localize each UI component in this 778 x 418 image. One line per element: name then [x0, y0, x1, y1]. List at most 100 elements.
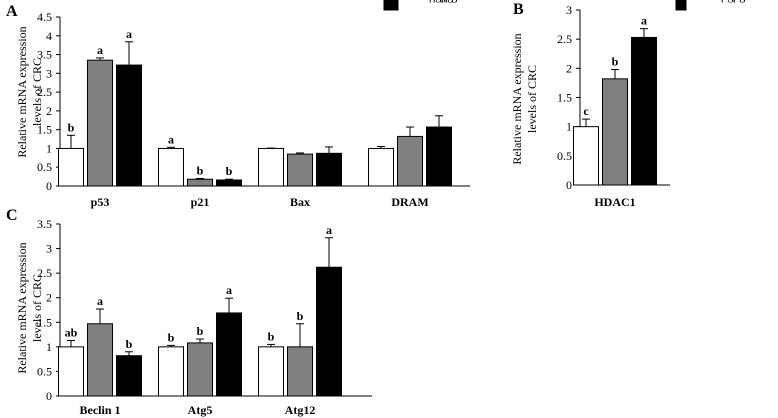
panel-a-bar-dram-cis-400-g-ml [426, 126, 452, 187]
panel-b-bar-hdac1-cis-400-g-ml [631, 36, 657, 186]
panel-c-y-tick-label: 3 [46, 242, 52, 256]
panel-a-bar-dram-cis-0-g-ml [368, 147, 394, 187]
panel-c-legend-label-cis-0-g-ml: Cis+0 μg/mL [397, 0, 461, 3]
panel-a-significance-letter: a [168, 132, 174, 146]
panel-b: B 0 0.5 1 1.5 2 2.5 3 Relative mRNA expressionle… [510, 0, 765, 209]
panel-a-bar-bax-cis-200-g-ml [287, 153, 313, 187]
panel-c-category-label-atg12: Atg12 [285, 403, 316, 417]
panel-c-bar-beclin-1-cis-200-g-ml [87, 323, 113, 397]
panel-a-bar-bax-cis-0-g-ml [258, 147, 284, 187]
panel-c-category-label-atg5: Atg5 [188, 403, 213, 417]
panel-a-bar-p53-cis-200-g-ml [87, 59, 113, 187]
panel-b-y-tick-label: 0 [566, 178, 572, 192]
panel-b-y-tick-label: 3 [566, 3, 572, 17]
panel-c-bar-atg5-cis-0-g-ml [158, 346, 184, 397]
panel-c-y-tick-label: 2.5 [37, 266, 52, 280]
panel-a-y-tick-label: 2.5 [37, 85, 52, 99]
panel-b-label: B [513, 1, 524, 18]
panel-c-significance-letter: b [126, 337, 133, 351]
panel-a-significance-letter: b [226, 164, 233, 178]
panel-b-y-tick-label: 1.5 [557, 91, 572, 105]
panel-c-bar-atg12-cis-200-g-ml [287, 346, 313, 397]
panel-b-significance-letter: c [583, 104, 589, 118]
panel-c-legend-label-cis-200-g-ml: Cis+200 μg/mL [397, 0, 473, 3]
panel-b-bar-hdac1-cis-200-g-ml [602, 78, 628, 186]
panel-c-y-tick-label: 1 [46, 340, 52, 354]
panel-b-y-tick-label: 2.5 [557, 32, 572, 46]
panel-c-significance-letter: b [168, 330, 175, 344]
panel-a-y-tick-label: 3 [46, 66, 52, 80]
panel-a-y-tick-label: 0.5 [37, 160, 52, 174]
panel-b-y-axis-label: Relative mRNA expressionlevels of CRC [510, 33, 539, 164]
panel-a-bar-p53-cis-400-g-ml [116, 64, 142, 187]
panel-b-y-axis-label-line: Relative mRNA expression [510, 33, 524, 164]
panel-b-bar-hdac1-cis-0-g-ml [573, 126, 599, 186]
panel-a-significance-letter: b [197, 163, 204, 177]
panel-b-significance-letter: b [612, 55, 619, 69]
panel-c-significance-letter: a [226, 283, 232, 297]
panel-a-bar-dram-cis-200-g-ml [397, 135, 423, 187]
panel-c-significance-letter: a [97, 294, 103, 308]
panel-a-bar-p21-cis-200-g-ml [187, 178, 213, 187]
panel-a-significance-letter: a [126, 27, 132, 41]
panel-a-category-label-bax: Bax [290, 195, 310, 209]
panel-b-legend-label-cis-200-g-ml: Cis+200 μg/mL [689, 0, 765, 3]
panel-a-legend-label-cis-200-g-ml: Cis+200 μg/mL [401, 0, 477, 3]
panel-b-y-tick-label: 2 [566, 61, 572, 75]
panel-c-y-tick-label: 2 [46, 291, 52, 305]
panel-c-significance-letter: b [297, 309, 304, 323]
panel-c-y-tick-label: 3.5 [37, 217, 52, 231]
panel-c-bar-beclin-1-cis-0-g-ml [58, 346, 84, 397]
panel-c-significance-letter: a [326, 223, 332, 237]
panel-a-y-axis-label-line: Relative mRNA expression [15, 26, 29, 157]
panel-b-y-tick-label: 0.5 [557, 149, 572, 163]
panel-a-legend-label-cis-400-g-ml: Cis+400 μg/mL [401, 0, 477, 3]
panel-c-significance-letter: b [197, 324, 204, 338]
panel-c-bar-atg12-cis-400-g-ml [316, 266, 342, 397]
panel-a-y-tick-label: 3.5 [37, 48, 52, 62]
panel-a-y-axis-label-line: levels of CRC [30, 58, 44, 126]
panel-c-y-axis-label: Relative mRNA expressionlevels of CRC [15, 242, 44, 373]
panel-c-legend-swatch-cis-400-g-ml [383, 0, 395, 11]
panel-a-bar-p21-cis-400-g-ml [216, 179, 242, 187]
panel-a-category-label-dram: DRAM [391, 195, 428, 209]
panel-a-bar-p21-cis-0-g-ml [158, 147, 184, 187]
panel-a-y-tick-label: 1.5 [37, 123, 52, 137]
panel-a-y-axis-label: Relative mRNA expressionlevels of CRC [15, 26, 44, 157]
panel-c-label: C [6, 207, 18, 224]
panel-c-significance-letter: ab [65, 325, 78, 339]
panel-a-significance-letter: b [68, 120, 75, 134]
panel-c-y-tick-label: 0.5 [37, 364, 52, 378]
panel-a-category-label-p53: p53 [91, 195, 110, 209]
panel-b-category-label-hdac1: HDAC1 [594, 195, 635, 209]
panel-a-y-tick-label: 0 [46, 179, 52, 193]
panel-c-bar-atg5-cis-200-g-ml [187, 342, 213, 397]
panel-a-y-tick-label: 4 [46, 29, 52, 43]
panel-c-bar-beclin-1-cis-400-g-ml [116, 355, 142, 397]
panel-a: A 0 0.5 1 1.5 2 2.5 3 3.5 4 4.5 Relative mRNA expre… [6, 0, 477, 209]
panel-a-legend-label-cis-0-g-ml: Cis+0 μg/mL [401, 0, 465, 3]
panel-c-y-tick-label: 1.5 [37, 315, 52, 329]
panel-a-y-tick-label: 4.5 [37, 10, 52, 24]
panel-a-category-label-p21: p21 [191, 195, 210, 209]
panel-a-significance-letter: a [97, 43, 103, 57]
panel-b-y-tick-label: 1 [566, 120, 572, 134]
panel-c-bar-atg5-cis-400-g-ml [216, 312, 242, 397]
panel-b-legend-swatch-cis-400-g-ml [675, 0, 687, 11]
panel-a-bar-p53-cis-0-g-ml [58, 147, 84, 187]
panel-a-y-tick-label: 2 [46, 104, 52, 118]
panel-b-y-axis-label-line: levels of CRC [525, 65, 539, 133]
panel-a-y-tick-label: 1 [46, 141, 52, 155]
panel-b-legend-label-cis-0-g-ml: Cis+0 μg/mL [689, 0, 753, 3]
panel-b-significance-letter: a [641, 14, 647, 28]
panel-b-legend-label-cis-400-g-ml: Cis+400 μg/mL [689, 0, 765, 3]
panel-c-y-axis-label-line: levels of CRC [30, 274, 44, 342]
panel-c-category-label-beclin-1: Beclin 1 [80, 403, 121, 417]
panel-c-significance-letter: b [268, 329, 275, 343]
panel-c-y-tick-label: 0 [46, 389, 52, 403]
panel-a-bar-bax-cis-400-g-ml [316, 152, 342, 187]
panel-c-legend-label-cis-400-g-ml: Cis+400 μg/mL [397, 0, 473, 3]
panel-c-y-axis-label-line: Relative mRNA expression [15, 242, 29, 373]
